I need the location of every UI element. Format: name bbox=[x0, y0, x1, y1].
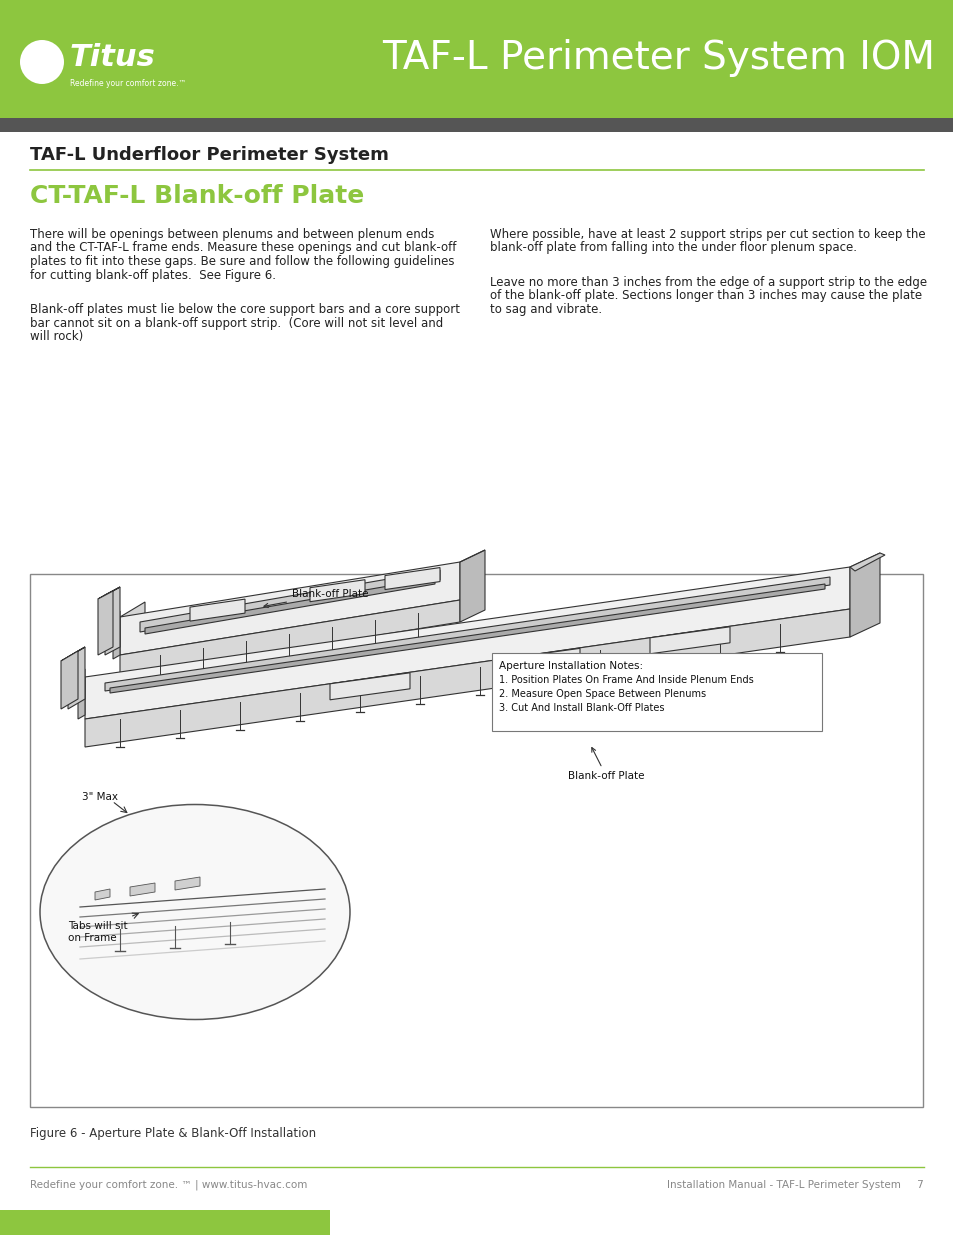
Text: Blank-off Plate: Blank-off Plate bbox=[264, 589, 368, 608]
Polygon shape bbox=[68, 647, 85, 709]
Polygon shape bbox=[649, 627, 729, 653]
Text: Figure 6 - Aperture Plate & Blank-Off Installation: Figure 6 - Aperture Plate & Blank-Off In… bbox=[30, 1128, 315, 1140]
Text: TAF-L Perimeter System IOM: TAF-L Perimeter System IOM bbox=[382, 40, 934, 77]
Text: and the CT-TAF-L frame ends. Measure these openings and cut blank-off: and the CT-TAF-L frame ends. Measure the… bbox=[30, 242, 456, 254]
Polygon shape bbox=[98, 592, 112, 655]
Polygon shape bbox=[145, 578, 435, 634]
Text: Leave no more than 3 inches from the edge of a support strip to the edge: Leave no more than 3 inches from the edg… bbox=[490, 275, 926, 289]
Polygon shape bbox=[105, 577, 829, 692]
Bar bbox=[0, 0, 953, 119]
Text: will rock): will rock) bbox=[30, 330, 83, 343]
Polygon shape bbox=[459, 550, 484, 622]
Text: of the blank-off plate. Sections longer than 3 inches may cause the plate: of the blank-off plate. Sections longer … bbox=[490, 289, 922, 303]
Text: 2. Measure Open Space Between Plenums: 2. Measure Open Space Between Plenums bbox=[498, 689, 705, 699]
Text: TAF-L Underfloor Perimeter System: TAF-L Underfloor Perimeter System bbox=[30, 146, 389, 164]
Text: blank-off plate from falling into the under floor plenum space.: blank-off plate from falling into the un… bbox=[490, 242, 856, 254]
Polygon shape bbox=[385, 568, 439, 589]
Polygon shape bbox=[105, 587, 120, 655]
Text: to sag and vibrate.: to sag and vibrate. bbox=[490, 303, 601, 316]
Ellipse shape bbox=[40, 804, 350, 1020]
Text: Redefine your comfort zone.™: Redefine your comfort zone.™ bbox=[70, 79, 186, 88]
Polygon shape bbox=[499, 648, 579, 676]
Text: plates to fit into these gaps. Be sure and follow the following guidelines: plates to fit into these gaps. Be sure a… bbox=[30, 254, 454, 268]
Text: Tabs will sit: Tabs will sit bbox=[68, 921, 128, 931]
Polygon shape bbox=[130, 883, 154, 897]
Polygon shape bbox=[174, 877, 200, 890]
Polygon shape bbox=[78, 669, 85, 719]
Text: 1. Position Plates On Frame And Inside Plenum Ends: 1. Position Plates On Frame And Inside P… bbox=[498, 676, 753, 685]
Text: 3" Max: 3" Max bbox=[82, 792, 118, 802]
Polygon shape bbox=[85, 567, 849, 719]
Polygon shape bbox=[190, 599, 245, 621]
Polygon shape bbox=[110, 584, 824, 693]
Bar bbox=[0, 1210, 330, 1235]
Text: Where possible, have at least 2 support strips per cut section to keep the: Where possible, have at least 2 support … bbox=[490, 228, 924, 241]
Polygon shape bbox=[120, 601, 145, 652]
Text: CT-TAF-L Blank-off Plate: CT-TAF-L Blank-off Plate bbox=[30, 184, 364, 207]
Text: for cutting blank-off plates.  See Figure 6.: for cutting blank-off plates. See Figure… bbox=[30, 268, 275, 282]
Polygon shape bbox=[849, 553, 884, 571]
Text: 3. Cut And Install Blank-Off Plates: 3. Cut And Install Blank-Off Plates bbox=[498, 703, 664, 713]
Polygon shape bbox=[849, 553, 879, 637]
Bar bbox=[0, 119, 953, 132]
Text: Redefine your comfort zone. ™ | www.titus-hvac.com: Redefine your comfort zone. ™ | www.titu… bbox=[30, 1179, 307, 1191]
Text: There will be openings between plenums and between plenum ends: There will be openings between plenums a… bbox=[30, 228, 434, 241]
Polygon shape bbox=[140, 571, 439, 632]
Text: Blank-off Plate: Blank-off Plate bbox=[567, 747, 644, 781]
Polygon shape bbox=[61, 647, 85, 661]
Circle shape bbox=[20, 40, 64, 84]
Text: Titus: Titus bbox=[70, 42, 155, 72]
Bar bbox=[30, 574, 923, 1107]
Text: Blank-off plates must lie below the core support bars and a core support: Blank-off plates must lie below the core… bbox=[30, 303, 459, 316]
Text: on Frame: on Frame bbox=[68, 932, 116, 944]
Text: Aperture Installation Notes:: Aperture Installation Notes: bbox=[498, 661, 642, 671]
Polygon shape bbox=[330, 673, 410, 700]
Bar bbox=[492, 653, 821, 731]
Polygon shape bbox=[120, 562, 459, 655]
Polygon shape bbox=[459, 550, 484, 562]
Polygon shape bbox=[85, 609, 849, 747]
Polygon shape bbox=[98, 587, 120, 599]
Text: bar cannot sit on a blank-off support strip.  (Core will not sit level and: bar cannot sit on a blank-off support st… bbox=[30, 316, 443, 330]
Polygon shape bbox=[61, 651, 78, 709]
Polygon shape bbox=[310, 579, 365, 601]
Polygon shape bbox=[120, 600, 459, 677]
Polygon shape bbox=[95, 889, 110, 900]
Polygon shape bbox=[112, 611, 120, 659]
Text: Installation Manual - TAF-L Perimeter System     7: Installation Manual - TAF-L Perimeter Sy… bbox=[666, 1179, 923, 1191]
